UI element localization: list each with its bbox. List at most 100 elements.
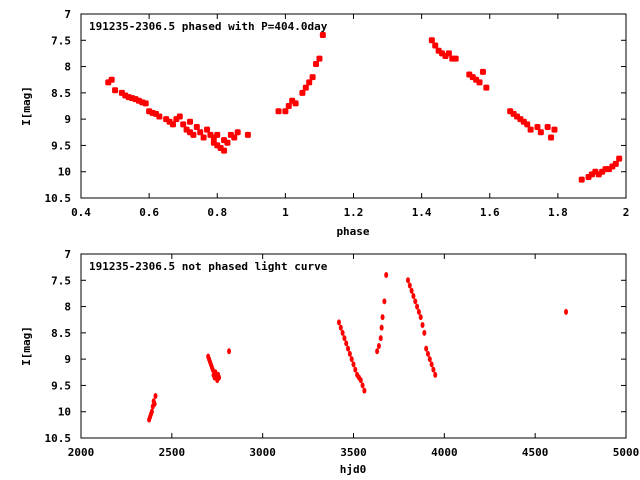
data-point [316, 55, 323, 62]
data-point [428, 37, 435, 44]
data-point [384, 272, 389, 279]
x-axis-label: hjd0 [340, 463, 367, 476]
x-tick-label: 3500 [340, 446, 367, 459]
data-point [313, 60, 320, 67]
plot-frame [80, 13, 627, 199]
x-tick-label: 0.4 [71, 206, 91, 219]
data-point [424, 345, 429, 352]
data-point [578, 176, 585, 183]
data-point [112, 87, 119, 94]
data-point [427, 356, 432, 363]
data-point [176, 113, 183, 120]
y-tick-label: 8.5 [51, 327, 71, 340]
data-point [431, 366, 436, 373]
data-point [422, 329, 427, 336]
y-tick-label: 9.5 [51, 379, 71, 392]
x-tick-label: 1.2 [344, 206, 364, 219]
data-point [244, 131, 251, 138]
x-tick-label: 5000 [613, 446, 640, 459]
data-point [362, 387, 367, 394]
data-point [483, 84, 490, 91]
x-tick-label: 1.8 [548, 206, 568, 219]
data-point [187, 118, 193, 125]
data-point [376, 343, 381, 349]
data-point [169, 121, 176, 128]
data-point [537, 129, 544, 136]
y-axis-label: I[mag] [20, 86, 33, 126]
data-point [338, 324, 343, 331]
data-point [406, 277, 410, 284]
data-point [420, 321, 425, 328]
data-point [156, 113, 163, 120]
data-point [358, 377, 363, 384]
data-point [152, 400, 157, 407]
data-point [407, 282, 412, 289]
data-point [527, 126, 534, 133]
data-point [349, 356, 354, 363]
y-tick-label: 10.5 [45, 192, 72, 205]
plot-frame [80, 253, 627, 439]
data-point [204, 126, 211, 133]
data-point [380, 314, 385, 321]
data-point [340, 329, 345, 336]
data-points [147, 272, 569, 423]
data-point [292, 100, 299, 107]
y-tick-label: 10.5 [45, 432, 72, 445]
chart-title: 191235-2306.5 phased with P=404.0day [89, 20, 328, 33]
data-point [180, 121, 187, 128]
data-point [433, 371, 438, 378]
data-point [616, 155, 623, 162]
y-tick-label: 10 [58, 406, 71, 419]
data-point [375, 348, 380, 355]
y-tick-label: 9.5 [51, 139, 71, 152]
data-point [353, 366, 358, 373]
data-point [217, 374, 222, 381]
y-tick-label: 7.5 [51, 274, 71, 287]
data-point [476, 79, 483, 86]
y-tick-label: 8.5 [51, 87, 71, 100]
y-tick-label: 7 [64, 248, 71, 261]
y-tick-label: 8 [64, 61, 71, 74]
data-point [409, 287, 414, 294]
data-point [299, 89, 306, 96]
unphased-light-curve-panel: 191235-2306.5 not phased light curve hjd… [20, 248, 639, 476]
axis-ticks: 0.4 0.6 0.8 1 1.2 1.4 1.6 1.8 2 7 7.5 8 8.5 9 9.5 10 10.… [45, 8, 630, 219]
data-point [612, 160, 619, 167]
data-point [302, 84, 309, 91]
x-tick-label: 1.6 [480, 206, 500, 219]
y-tick-label: 9 [64, 353, 71, 366]
data-point [379, 324, 384, 331]
data-point [336, 319, 341, 326]
data-point [445, 50, 452, 57]
data-point [149, 408, 154, 415]
x-tick-label: 3000 [249, 446, 276, 459]
data-point [411, 293, 416, 300]
data-point [221, 147, 228, 154]
data-point [351, 361, 356, 368]
data-point [346, 345, 351, 352]
data-point [197, 129, 204, 136]
data-point [432, 42, 439, 49]
x-tick-label: 2500 [159, 446, 186, 459]
axis-ticks: 2000 2500 3000 3500 4000 4500 5000 7 7.5 8 8.5 9 9.5… [45, 248, 640, 459]
data-point [416, 308, 421, 315]
x-tick-label: 4000 [431, 446, 458, 459]
data-point [425, 350, 430, 357]
data-point [108, 76, 115, 83]
x-tick-label: 1 [282, 206, 289, 219]
y-tick-label: 9 [64, 113, 71, 126]
data-point [309, 74, 316, 81]
data-point [227, 348, 232, 355]
phased-light-curve-panel: 191235-2306.5 phased with P=404.0day pha… [20, 8, 629, 238]
y-axis-label: I[mag] [20, 326, 33, 366]
data-points [105, 32, 623, 183]
data-point [193, 124, 200, 131]
data-point [306, 79, 313, 86]
data-point [564, 308, 569, 315]
data-point [548, 134, 555, 141]
data-point [413, 298, 418, 305]
data-point [153, 392, 158, 399]
chart-title: 191235-2306.5 not phased light curve [89, 260, 328, 273]
data-point [319, 32, 326, 39]
data-point [415, 303, 420, 310]
